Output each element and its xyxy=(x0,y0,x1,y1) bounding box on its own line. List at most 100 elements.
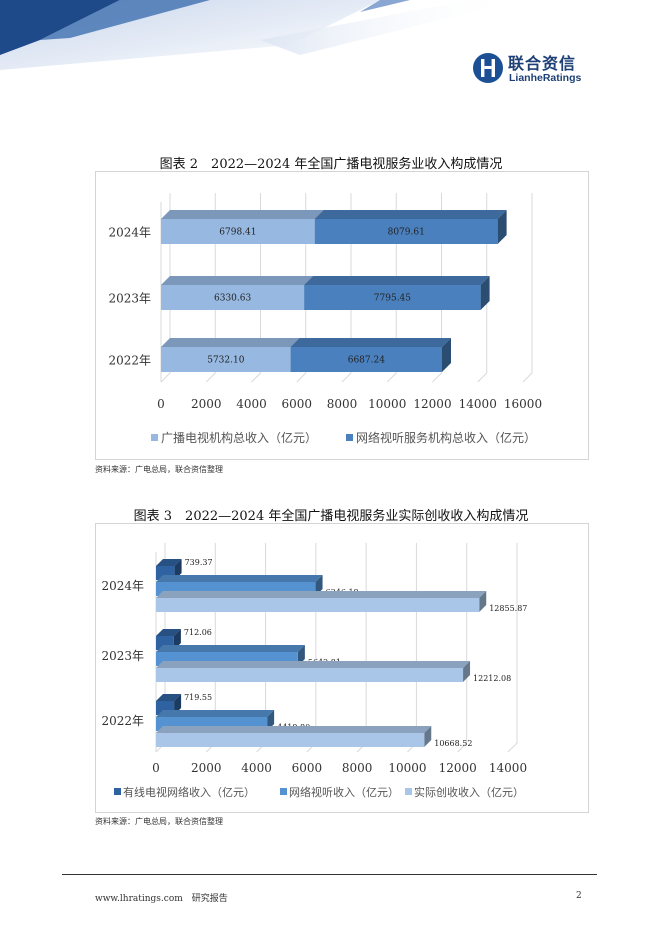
category-label: 2022年 xyxy=(101,714,144,728)
x-tick-label: 4000 xyxy=(236,397,267,411)
bar xyxy=(161,285,305,310)
bar-side xyxy=(479,591,487,612)
bar-side xyxy=(174,559,182,580)
legend-label: 网络视听收入（亿元） xyxy=(289,785,399,799)
bar-side xyxy=(463,661,471,682)
logo-name-en: LianheRatings xyxy=(509,72,582,84)
bar-side xyxy=(315,575,323,596)
gridline-floor-0 xyxy=(160,372,171,383)
gridline-floor-5 xyxy=(386,372,397,383)
x-tick-label: 2000 xyxy=(191,397,222,411)
gridline-floor-6 xyxy=(457,742,468,753)
legend-swatch xyxy=(114,788,121,795)
category-label: 2024年 xyxy=(101,579,144,593)
x-tick-label: 4000 xyxy=(241,761,272,775)
bar-top xyxy=(314,210,507,219)
x-tick-label: 14000 xyxy=(489,761,527,775)
bar-top xyxy=(304,276,490,285)
legend-swatch xyxy=(151,434,158,441)
data-label: 5732.10 xyxy=(207,356,244,366)
figure-2-caption: 图表 2 2022—2024 年全国广播电视服务业收入构成情况 xyxy=(159,157,503,172)
x-tick-label: 6000 xyxy=(281,397,312,411)
figure-3-svg: 02000400060008000100001200014000739.3763… xyxy=(101,543,527,799)
x-tick-label: 8000 xyxy=(342,761,373,775)
gridline-floor-3 xyxy=(296,372,307,383)
legend-label: 广播电视机构总收入（亿元） xyxy=(161,430,317,445)
x-tick-label: 2000 xyxy=(191,761,222,775)
legend-swatch xyxy=(280,788,287,795)
bar-side xyxy=(424,726,432,747)
x-tick-label: 8000 xyxy=(327,397,358,411)
bar xyxy=(314,219,498,244)
figure-3-chart: 02000400060008000100001200014000739.3763… xyxy=(95,523,589,813)
bar-side xyxy=(441,338,451,372)
gridline-floor-4 xyxy=(341,372,352,383)
data-label: 12855.87 xyxy=(489,604,527,613)
bar xyxy=(161,219,315,244)
bar-top xyxy=(156,629,181,636)
gridline-floor-6 xyxy=(432,372,442,383)
figure-2-svg: 0 2000 4000 6000 8000 10000 12000 14000 16000 679… xyxy=(108,193,542,445)
page-number: 2 xyxy=(576,891,582,901)
bar xyxy=(304,285,481,310)
bar-side xyxy=(480,276,490,310)
data-label: 7795.45 xyxy=(374,294,411,304)
footer-url: www.lhratings.com 研究报告 xyxy=(95,894,228,904)
bar-top xyxy=(161,338,300,347)
x-tick-label: 0 xyxy=(157,397,165,411)
lianhe-ratings-logo: 联合资信 LianheRatings xyxy=(472,52,622,86)
legend-swatch xyxy=(346,434,353,441)
bar-top xyxy=(156,575,323,582)
bar xyxy=(156,733,425,747)
bar-top xyxy=(156,559,182,566)
x-tick-label: 12000 xyxy=(439,761,477,775)
legend-label: 网络视听服务机构总收入（亿元） xyxy=(356,430,536,445)
bar-side xyxy=(497,210,507,244)
gridline-floor-7 xyxy=(477,372,488,383)
bar-top xyxy=(156,726,432,733)
bar-top xyxy=(156,591,487,598)
data-label: 739.37 xyxy=(185,558,213,567)
logo-name-cn: 联合资信 xyxy=(508,54,577,73)
figure-2-source: 资料来源：广电总局，联合资信整理 xyxy=(95,465,223,474)
data-label: 8079.61 xyxy=(388,228,425,238)
x-tick-label: 14000 xyxy=(459,397,497,411)
logo-emblem-icon xyxy=(473,53,503,83)
x-tick-label: 10000 xyxy=(368,397,406,411)
legend-swatch xyxy=(405,788,412,795)
x-tick-label: 10000 xyxy=(388,761,426,775)
legend-label: 实际创收收入（亿元） xyxy=(414,785,524,799)
x-tick-label: 12000 xyxy=(413,397,451,411)
x-tick-label: 0 xyxy=(152,761,160,775)
figure-2-chart: 0 2000 4000 6000 8000 10000 12000 14000 16000 679… xyxy=(95,171,589,460)
bar-side xyxy=(297,645,305,666)
data-label: 6798.41 xyxy=(219,228,256,238)
data-label: 6687.24 xyxy=(348,356,385,366)
bar-top xyxy=(290,338,451,347)
data-label: 6330.63 xyxy=(214,294,251,304)
header-decoration xyxy=(0,0,520,70)
gridline-floor-2 xyxy=(251,372,261,383)
bar-top xyxy=(156,645,305,652)
data-label: 712.06 xyxy=(184,628,212,637)
gridline-floor-7 xyxy=(507,742,518,753)
bar-top xyxy=(156,710,275,717)
data-label: 10668.52 xyxy=(434,739,472,748)
category-label: 2023年 xyxy=(108,292,151,306)
bar-top xyxy=(156,661,471,668)
bar xyxy=(161,347,291,372)
bar xyxy=(290,347,442,372)
bar xyxy=(156,598,480,612)
bar xyxy=(156,668,464,682)
figure-3-source: 资料来源：广电总局，联合资信整理 xyxy=(95,817,223,826)
figure-3-caption: 图表 3 2022—2024 年全国广播电视服务业实际创收收入构成情况 xyxy=(133,509,529,524)
category-label: 2022年 xyxy=(108,354,151,368)
bar-side xyxy=(174,694,182,715)
data-label: 719.55 xyxy=(184,693,212,702)
bar-side xyxy=(267,710,275,731)
legend-label: 有线电视网络收入（亿元） xyxy=(123,785,255,799)
gridline-floor-1 xyxy=(205,372,216,383)
bar-top xyxy=(161,276,314,285)
category-label: 2023年 xyxy=(101,649,144,663)
x-tick-label: 16000 xyxy=(504,397,542,411)
